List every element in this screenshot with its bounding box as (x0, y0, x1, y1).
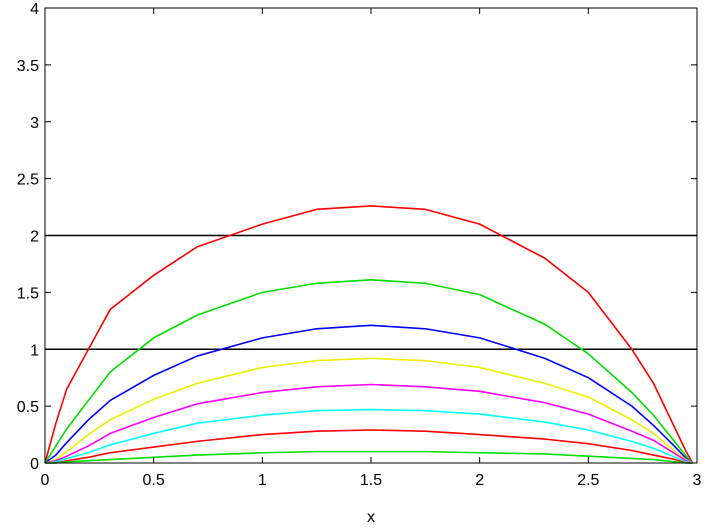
series-line-5 (44, 408, 693, 464)
reference-lines (45, 234, 697, 350)
series-layer (44, 205, 694, 464)
y-tick-label: 0.5 (17, 399, 39, 416)
series-line-4 (44, 383, 693, 464)
x-tick-label: 2 (475, 472, 484, 489)
y-tick-label: 2 (30, 229, 39, 246)
y-tick-label: 1.5 (17, 285, 39, 302)
x-tick-label: 1.5 (360, 472, 382, 489)
x-tick-label: 0 (41, 472, 50, 489)
series-line-3 (44, 357, 694, 464)
y-tick-label: 1 (30, 342, 39, 359)
x-tick-label: 1 (258, 472, 267, 489)
y-tick-label: 4 (30, 1, 39, 18)
y-tick-label: 3.5 (17, 58, 39, 75)
ticks: 0 0.5 1 1.5 2 2.5 3 0 0.5 1 1.5 2 2.5 3 3.5 4 (17, 1, 702, 489)
x-tick-label: 3 (693, 472, 702, 489)
y-tick-label: 3 (30, 115, 39, 132)
series-line-2 (44, 324, 694, 464)
series-line-1 (44, 279, 694, 464)
x-tick-label: 2.5 (577, 472, 599, 489)
series-line-7 (45, 450, 693, 464)
y-tick-label: 0 (30, 456, 39, 473)
x-axis-label: x (367, 509, 375, 526)
series-line-0 (44, 205, 694, 464)
x-tick-label: 0.5 (143, 472, 165, 489)
y-tick-label: 2.5 (17, 172, 39, 189)
series-line-6 (45, 429, 693, 464)
